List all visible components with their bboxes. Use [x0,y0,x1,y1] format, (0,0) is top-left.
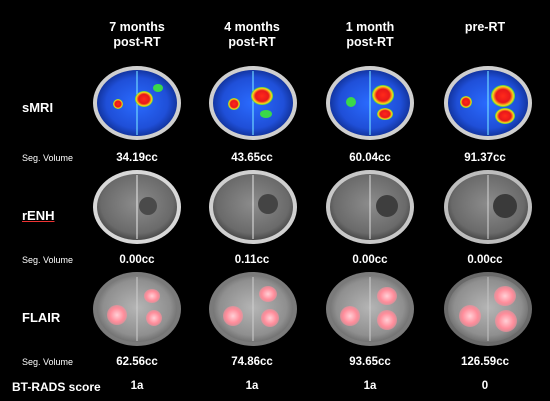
volume-value: 0.00cc [119,254,155,266]
seg-volume-label-flair: Seg. Volume [22,357,74,367]
smri-scan-4-months [204,62,302,144]
row-label-flair: FLAIR [22,310,61,325]
volume-value: 74.86cc [231,356,273,368]
volume-value: 0.00cc [467,254,503,266]
smri-scan-pre-rt [439,62,537,144]
bt-rads-score: 1a [130,380,144,392]
column-header-text: 4 months post-RT [224,20,280,49]
volume-value: 126.59cc [461,356,509,368]
volume-value: 91.37cc [464,152,506,164]
bt-rads-score: 1a [245,380,259,392]
flair-scan-4-months [204,268,302,350]
column-header-1-month: 1 month post-RT [315,20,425,50]
bt-rads-score: 0 [481,380,489,392]
bt-rads-label: BT-RADS score [12,380,101,394]
column-header-text: 1 month post-RT [345,20,395,49]
volume-value: 0.00cc [352,254,388,266]
column-header-7-months: 7 months post-RT [82,20,192,50]
column-header-pre-rt: pre-RT [430,20,540,35]
column-header-text: pre-RT [464,20,506,34]
renh-scan-pre-rt [439,166,537,248]
volume-value: 34.19cc [116,152,158,164]
smri-scan-7-months [88,62,186,144]
volume-value: 62.56cc [116,356,158,368]
column-header-text: 7 months post-RT [109,20,165,49]
row-label-renh: rENH [22,208,55,223]
bt-rads-score: 1a [363,380,377,392]
flair-scan-pre-rt [439,268,537,350]
flair-scan-7-months [88,268,186,350]
column-header-4-months: 4 months post-RT [197,20,307,50]
volume-value: 43.65cc [231,152,273,164]
volume-value: 93.65cc [349,356,391,368]
row-label-smri: sMRI [22,100,54,115]
seg-volume-label-smri: Seg. Volume [22,153,74,163]
volume-value: 60.04cc [349,152,391,164]
volume-value: 0.11cc [234,254,270,266]
renh-scan-1-month [321,166,419,248]
flair-scan-1-month [321,268,419,350]
renh-scan-4-months [204,166,302,248]
seg-volume-label-renh: Seg. Volume [22,255,74,265]
renh-scan-7-months [88,166,186,248]
smri-scan-1-month [321,62,419,144]
